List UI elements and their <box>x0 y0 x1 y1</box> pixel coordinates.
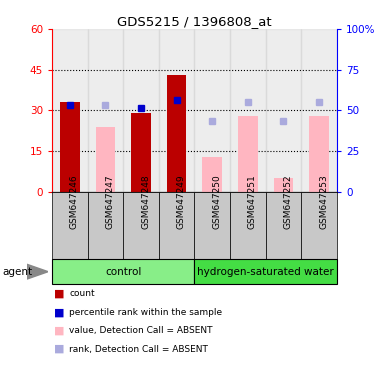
Bar <box>238 116 258 192</box>
Bar <box>266 29 301 192</box>
Text: ■: ■ <box>54 289 64 299</box>
Text: percentile rank within the sample: percentile rank within the sample <box>69 308 223 317</box>
Bar <box>230 29 266 192</box>
Text: ■: ■ <box>54 326 64 336</box>
FancyBboxPatch shape <box>266 192 301 259</box>
FancyBboxPatch shape <box>123 192 159 259</box>
FancyBboxPatch shape <box>52 192 88 259</box>
Text: GSM647252: GSM647252 <box>283 175 293 229</box>
Bar <box>309 116 329 192</box>
Text: GSM647250: GSM647250 <box>212 175 221 230</box>
Text: hydrogen-saturated water: hydrogen-saturated water <box>197 266 334 277</box>
Text: ■: ■ <box>54 307 64 317</box>
Text: rank, Detection Call = ABSENT: rank, Detection Call = ABSENT <box>69 344 208 354</box>
Bar <box>52 29 88 192</box>
Bar <box>159 29 194 192</box>
Text: GSM647247: GSM647247 <box>105 175 114 229</box>
Text: agent: agent <box>2 266 32 277</box>
FancyBboxPatch shape <box>194 192 230 259</box>
Text: GSM647246: GSM647246 <box>70 175 79 229</box>
Bar <box>131 113 151 192</box>
Text: control: control <box>105 266 141 277</box>
Bar <box>167 75 186 192</box>
Text: count: count <box>69 289 95 298</box>
Text: GSM647251: GSM647251 <box>248 175 257 230</box>
FancyBboxPatch shape <box>88 192 123 259</box>
Bar <box>123 29 159 192</box>
Title: GDS5215 / 1396808_at: GDS5215 / 1396808_at <box>117 15 272 28</box>
FancyBboxPatch shape <box>52 259 194 284</box>
Bar <box>203 157 222 192</box>
Bar <box>60 102 80 192</box>
FancyBboxPatch shape <box>159 192 194 259</box>
FancyBboxPatch shape <box>194 259 337 284</box>
Bar <box>194 29 230 192</box>
Text: GSM647248: GSM647248 <box>141 175 150 229</box>
FancyBboxPatch shape <box>230 192 266 259</box>
Text: ■: ■ <box>54 344 64 354</box>
Bar <box>88 29 123 192</box>
Text: GSM647253: GSM647253 <box>319 175 328 230</box>
Text: value, Detection Call = ABSENT: value, Detection Call = ABSENT <box>69 326 213 335</box>
Polygon shape <box>27 264 48 279</box>
Text: GSM647249: GSM647249 <box>177 175 186 229</box>
Bar <box>95 127 115 192</box>
Bar <box>301 29 337 192</box>
Bar <box>274 179 293 192</box>
FancyBboxPatch shape <box>301 192 337 259</box>
